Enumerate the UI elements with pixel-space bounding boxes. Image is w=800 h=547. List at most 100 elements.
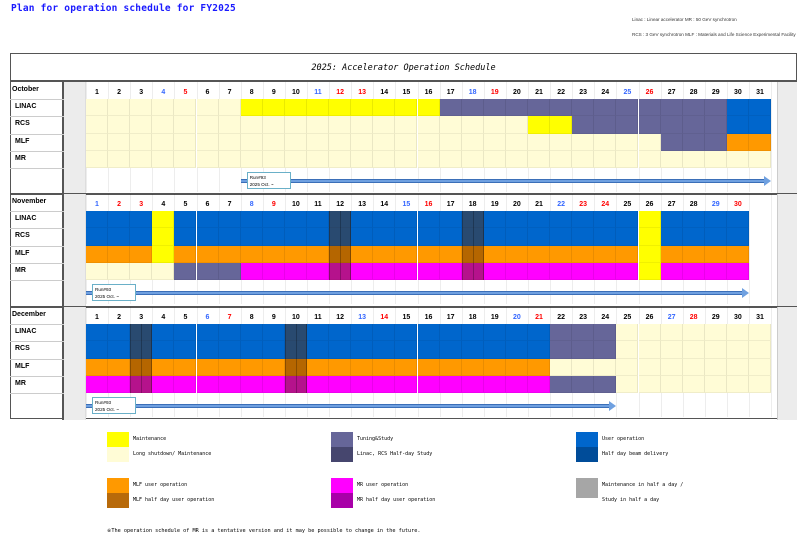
section-divider xyxy=(10,193,797,195)
schedule-cell-mr-7 xyxy=(218,375,241,394)
schedule-cell-mlf-21 xyxy=(528,358,551,376)
schedule-cell-mlf-1 xyxy=(86,133,109,151)
schedule-cell-mr-5 xyxy=(174,262,197,281)
run-label-box: Run#93 2025 Oct. ~ xyxy=(246,172,291,190)
schedule-cell-rcs-18 xyxy=(461,341,484,359)
schedule-cell-mlf-16 xyxy=(417,245,440,263)
schedule-cell-mr-29 xyxy=(704,262,727,281)
schedule-cell-linac-26 xyxy=(638,324,661,342)
schedule-cell-rcs-18 xyxy=(461,228,484,246)
schedule-cell-linac-10 xyxy=(284,99,307,117)
day-header-27: 27 xyxy=(667,89,676,96)
schedule-cell-mr-23 xyxy=(572,262,595,281)
run-number: Run#93 xyxy=(95,400,112,406)
schedule-cell-linac-29 xyxy=(704,99,727,117)
month-name: November xyxy=(12,198,47,205)
schedule-cell-linac-23 xyxy=(572,211,595,229)
schedule-cell-linac-28 xyxy=(682,211,705,229)
schedule-cell-mr-1 xyxy=(86,375,109,394)
schedule-cell-linac-2 xyxy=(108,99,131,117)
schedule-cell-rcs-13 xyxy=(351,341,374,359)
schedule-cell-mlf-25 xyxy=(616,133,639,151)
schedule-cell-mlf-19 xyxy=(483,358,506,376)
schedule-cell-rcs-14 xyxy=(373,341,396,359)
schedule-cell-mr-6 xyxy=(196,375,219,394)
schedule-cell-rcs-15 xyxy=(395,341,418,359)
day-header-25: 25 xyxy=(623,314,632,321)
day-header-30: 30 xyxy=(733,89,742,96)
schedule-cell-linac-9 xyxy=(262,99,285,117)
day-header-21: 21 xyxy=(535,314,543,321)
row-divider xyxy=(10,211,64,212)
schedule-title-row: 2025: Accelerator Operation Schedule xyxy=(10,53,797,82)
day-header-22: 22 xyxy=(557,314,565,321)
schedule-cell-linac-4 xyxy=(152,211,175,229)
schedule-cell-mlf-30 xyxy=(726,245,749,263)
footnote: ※The operation schedule of MR is a tenta… xyxy=(107,528,421,534)
schedule-cell-mr-13 xyxy=(351,262,374,281)
schedule-cell-rcs-16 xyxy=(417,341,440,359)
schedule-cell-rcs-1 xyxy=(86,228,109,246)
day-header-11: 11 xyxy=(314,89,322,96)
schedule-cell-mr-17 xyxy=(439,262,462,281)
schedule-cell-linac-20 xyxy=(505,99,528,117)
legend-swatch xyxy=(576,478,598,498)
schedule-cell-mlf-19 xyxy=(483,245,506,263)
schedule-cell-linac-11 xyxy=(307,211,330,229)
schedule-cell-linac-5 xyxy=(174,324,197,342)
spacer-column xyxy=(64,194,86,307)
day-header-18: 18 xyxy=(468,201,477,208)
grid-line xyxy=(771,82,773,192)
row-label-linac: LINAC xyxy=(15,103,37,110)
schedule-cell-rcs-23 xyxy=(572,341,595,359)
right-gutter xyxy=(777,194,797,307)
legend-label: MLF user operation xyxy=(133,482,188,488)
schedule-cell-mlf-3 xyxy=(130,245,153,263)
row-divider xyxy=(10,150,64,152)
schedule-cell-mr-14 xyxy=(373,150,396,169)
schedule-cell-mlf-13 xyxy=(351,133,374,151)
day-header-11: 11 xyxy=(314,201,322,208)
half-day-divider xyxy=(472,211,474,281)
schedule-cell-mr-30 xyxy=(726,262,749,281)
schedule-cell-mlf-17 xyxy=(439,245,462,263)
schedule-cell-mlf-23 xyxy=(572,358,595,376)
day-header-22: 22 xyxy=(557,201,565,208)
day-header-16: 16 xyxy=(424,314,433,321)
schedule-cell-mr-25 xyxy=(616,150,639,169)
spacer-column xyxy=(64,82,86,194)
schedule-cell-mr-15 xyxy=(395,150,418,169)
schedule-cell-mlf-23 xyxy=(572,133,595,151)
schedule-cell-linac-9 xyxy=(262,211,285,229)
schedule-cell-linac-13 xyxy=(351,99,374,117)
schedule-cell-mlf-28 xyxy=(682,245,705,263)
schedule-cell-rcs-9 xyxy=(262,341,285,359)
schedule-cell-mlf-11 xyxy=(307,358,330,376)
schedule-cell-mlf-25 xyxy=(616,245,639,263)
schedule-cell-mr-4 xyxy=(152,150,175,169)
schedule-cell-rcs-26 xyxy=(638,116,661,134)
schedule-cell-mr-23 xyxy=(572,150,595,169)
schedule-cell-linac-22 xyxy=(550,324,573,342)
legend-label: Maintenance xyxy=(133,436,167,442)
schedule-cell-mr-16 xyxy=(417,262,440,281)
schedule-cell-rcs-20 xyxy=(505,116,528,134)
schedule-cell-linac-6 xyxy=(196,324,219,342)
schedule-cell-mlf-16 xyxy=(417,133,440,151)
day-header-23: 23 xyxy=(579,89,588,96)
schedule-cell-mlf-5 xyxy=(174,358,197,376)
schedule-cell-rcs-1 xyxy=(86,116,109,134)
schedule-cell-rcs-17 xyxy=(439,228,462,246)
day-header-28: 28 xyxy=(689,201,698,208)
schedule-cell-mlf-29 xyxy=(704,358,727,376)
schedule-cell-mr-23 xyxy=(572,375,595,394)
schedule-cell-rcs-5 xyxy=(174,341,197,359)
schedule-cell-mr-28 xyxy=(682,375,705,394)
day-header-9: 9 xyxy=(271,89,276,96)
schedule-cell-linac-19 xyxy=(483,99,506,117)
legend-swatch xyxy=(107,478,129,493)
schedule-cell-rcs-28 xyxy=(682,341,705,359)
schedule-cell-rcs-30 xyxy=(726,341,749,359)
schedule-cell-mr-12 xyxy=(329,375,352,394)
month-section-october: October 1 2 3 4 5 6 7 8 9 10 11 12 13 14 15 16 17 18 19 20 21… xyxy=(10,82,797,194)
